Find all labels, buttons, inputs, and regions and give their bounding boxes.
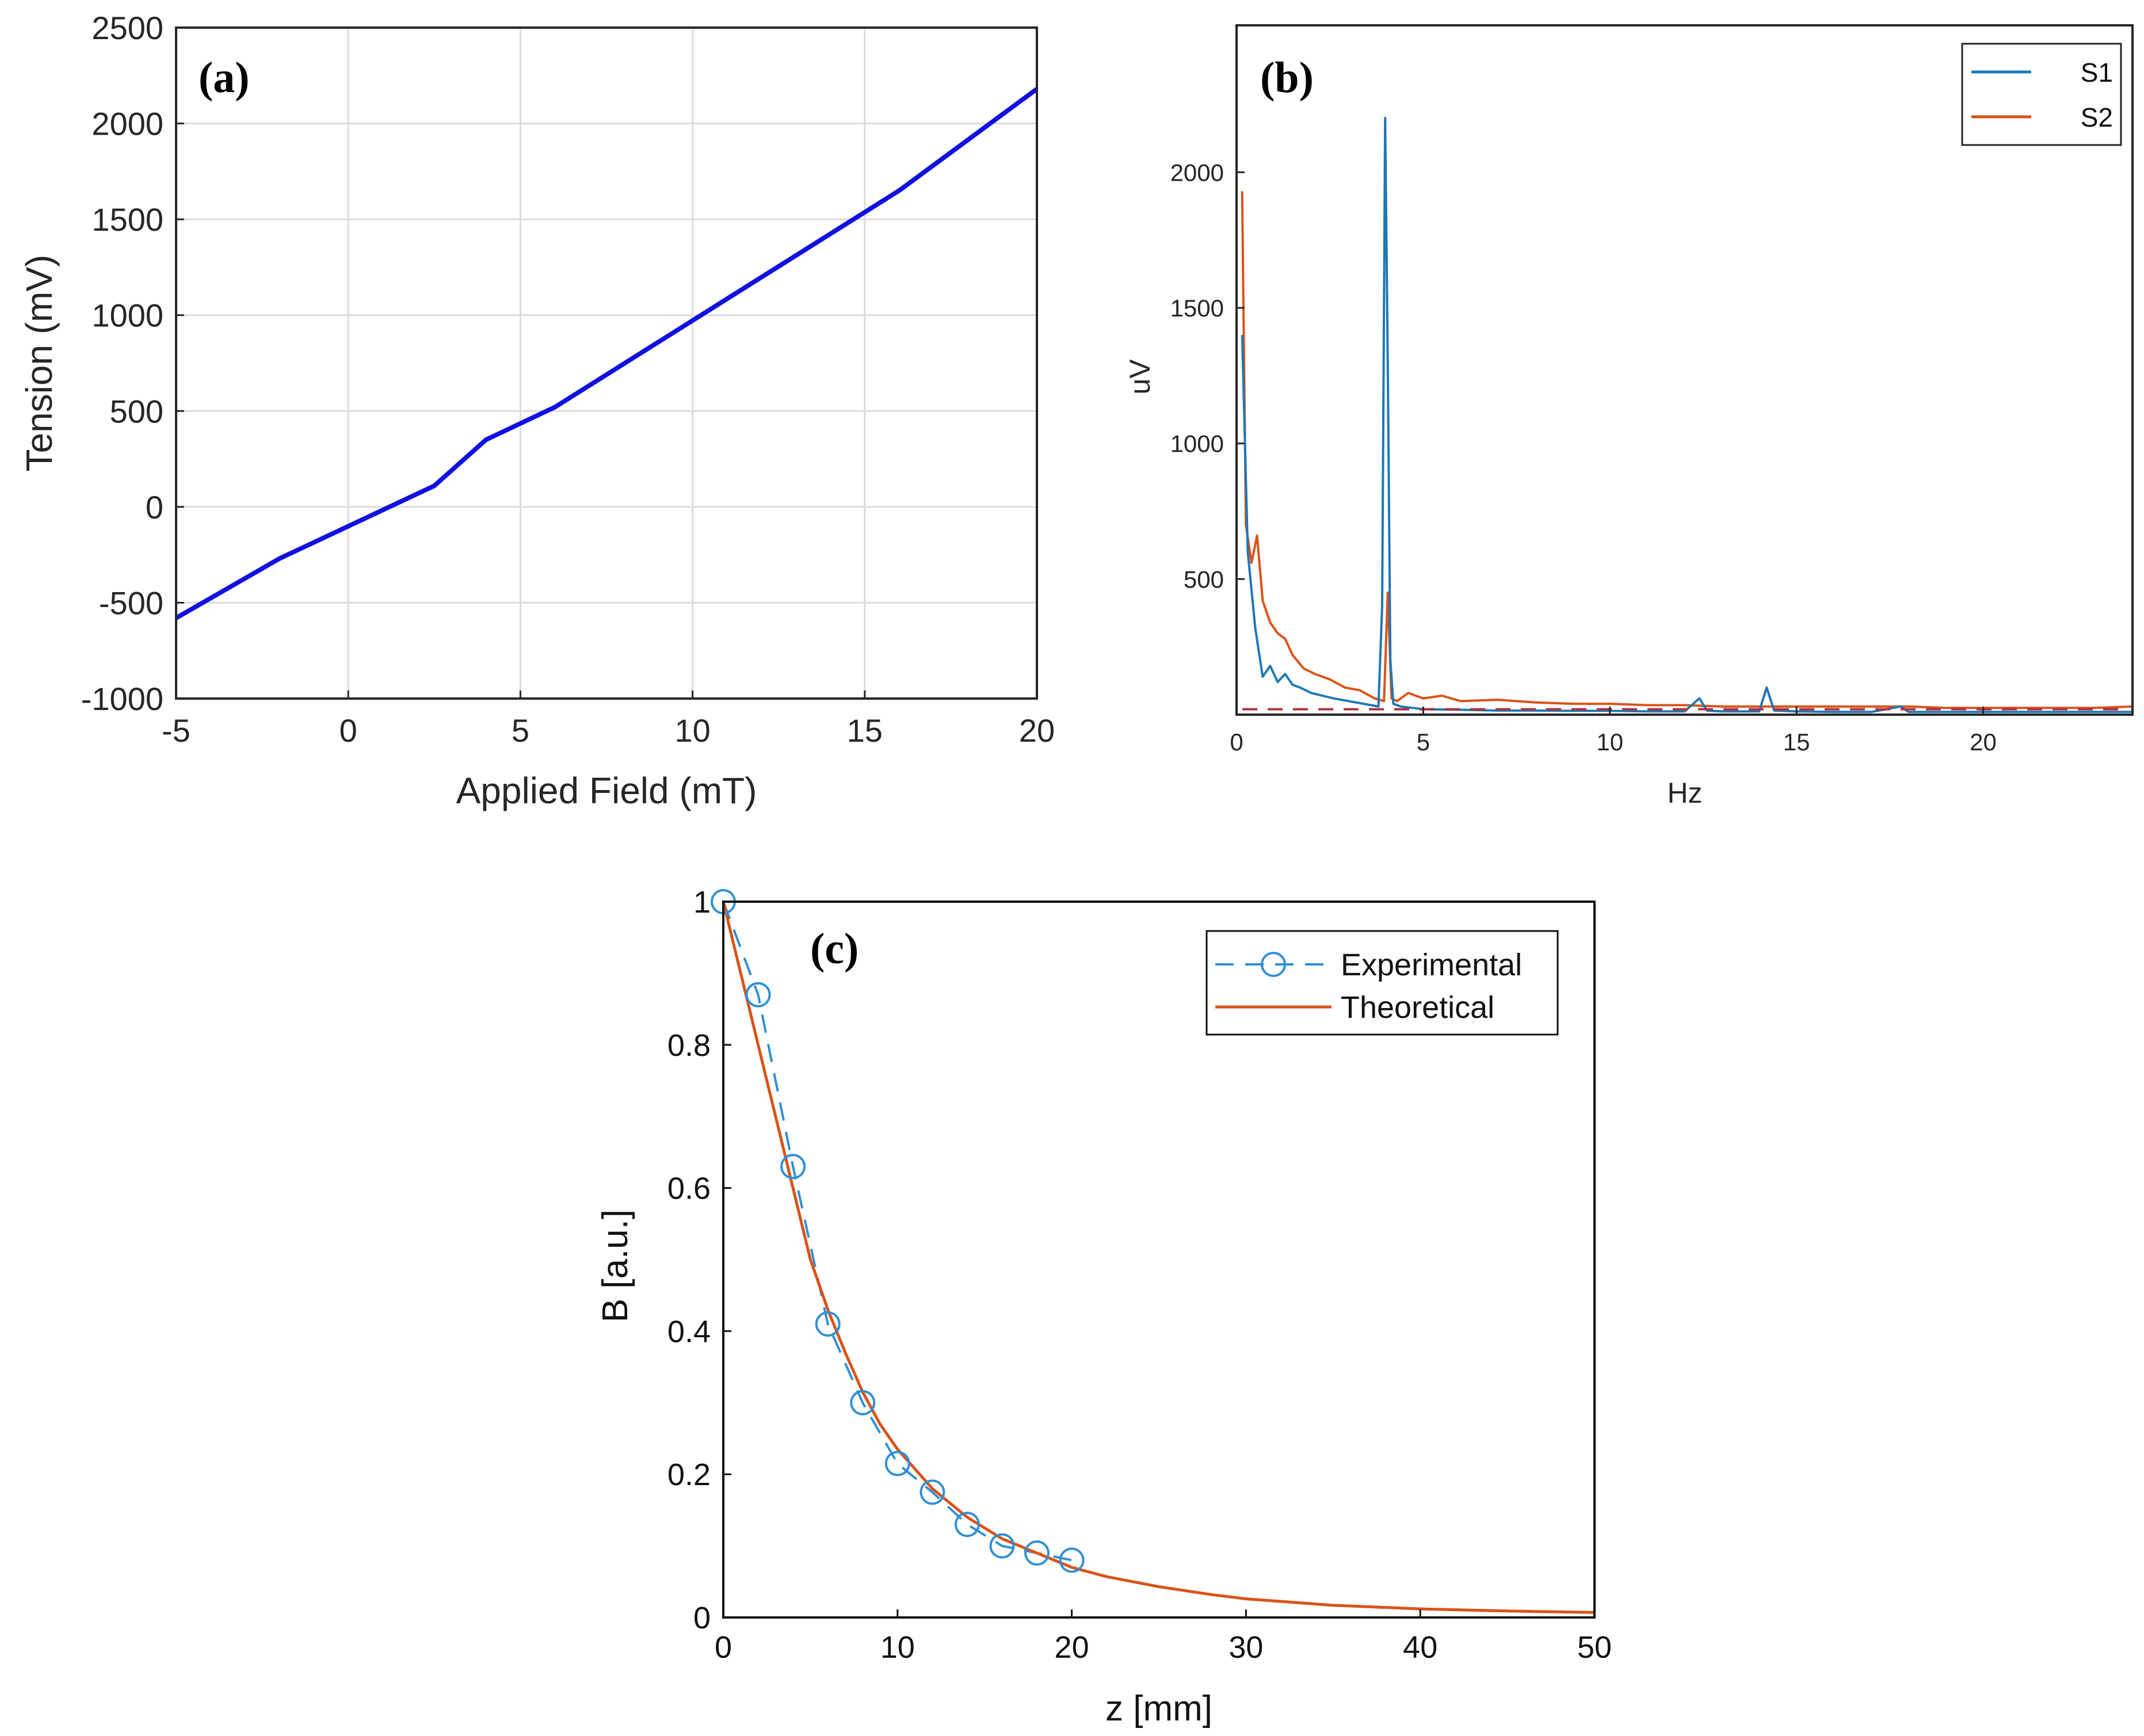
chart-a-panel-label: (a) <box>199 54 250 102</box>
chart-a-y-tick-label: 0 <box>146 489 163 525</box>
chart-a-y-tick-label: 2000 <box>91 106 163 142</box>
chart-b-y-tick-label: 500 <box>1184 566 1224 593</box>
chart-a-y-tick-label: -1000 <box>81 681 163 717</box>
chart-a-y-tick-label: 1500 <box>91 201 163 238</box>
chart-b-legend: S1 S2 <box>1961 43 2122 146</box>
chart-c-x-axis-label: z [mm] <box>1105 1689 1212 1729</box>
chart-b-series-s2-line <box>1241 191 2133 709</box>
chart-b-frame <box>1235 24 2134 716</box>
chart-b-x-tick-label: 10 <box>1596 728 1623 756</box>
chart-a-series-group <box>175 87 1039 620</box>
chart-c-frame <box>722 901 1596 1619</box>
chart-a-x-axis-label: Applied Field (mT) <box>456 770 757 811</box>
chart-a-y-tick-label: 1000 <box>91 297 163 334</box>
chart-c-x-tick-label: 20 <box>1055 1630 1089 1665</box>
chart-a-x-tick-label: 10 <box>674 712 710 749</box>
chart-c-y-tick-label: 1 <box>693 885 711 919</box>
chart-c-experimental-point <box>884 1451 910 1476</box>
chart-c-y-tick-label: 0.6 <box>667 1172 711 1206</box>
chart-c-legend-marker-experimental <box>1261 952 1286 977</box>
chart-c-experimental-point <box>1024 1540 1050 1566</box>
chart-c-legend-label-experimental: Experimental <box>1341 948 1522 982</box>
chart-b: 0 5 10 15 20 500 1000 1500 2000 (b) Hz uV S1 S2 <box>1124 24 2134 809</box>
chart-a-x-tick-label: 5 <box>512 712 529 749</box>
chart-a-series-line <box>175 87 1039 620</box>
chart-c-experimental-point <box>815 1311 841 1337</box>
chart-a-y-tick-label: 2500 <box>91 10 163 46</box>
chart-a-x-tick-label: 20 <box>1019 712 1055 749</box>
chart-b-y-tick-label: 1500 <box>1170 295 1224 322</box>
chart-c-x-tick-label: 50 <box>1577 1630 1612 1665</box>
chart-b-x-tick-label: 20 <box>1970 728 1997 756</box>
chart-c-experimental-point <box>989 1533 1015 1559</box>
chart-b-x-tick-label: 0 <box>1230 728 1243 756</box>
chart-c-y-tick-label: 0 <box>693 1601 711 1635</box>
chart-c-x-tick-label: 30 <box>1229 1630 1263 1665</box>
chart-b-x-tick-label: 15 <box>1783 728 1810 756</box>
chart-b-legend-box <box>1961 43 2122 146</box>
chart-a-frame <box>175 26 1038 700</box>
chart-b-y-axis-label: uV <box>1124 359 1156 395</box>
chart-a-y-tick-label: 500 <box>110 393 163 429</box>
chart-c-x-tick-label: 40 <box>1403 1630 1437 1665</box>
chart-c-y-tick-label: 0.4 <box>667 1314 711 1349</box>
chart-c-series-theoretical-line <box>722 901 1595 1614</box>
chart-c-x-tick-label: 0 <box>715 1630 732 1665</box>
chart-a-ticks: -5 0 5 10 15 20 -1000 -500 0 500 1000 1500 2000 2500 <box>81 10 1055 749</box>
chart-a-x-tick-label: 0 <box>339 712 357 749</box>
chart-b-legend-label-s1: S1 <box>2081 58 2113 87</box>
chart-c-legend-box <box>1205 930 1559 1036</box>
chart-a-y-tick-label: -500 <box>99 585 163 621</box>
chart-c-y-axis-label: B [a.u.] <box>596 1210 635 1322</box>
chart-c-series-experimental-line <box>722 901 1073 1562</box>
chart-b-x-tick-label: 5 <box>1417 728 1430 756</box>
chart-c-x-tick-label: 10 <box>880 1630 915 1665</box>
chart-b-ticks: 0 5 10 15 20 500 1000 1500 2000 <box>1170 159 1997 756</box>
chart-a-x-tick-label: -5 <box>162 712 190 749</box>
chart-c-legend-label-theoretical: Theoretical <box>1341 990 1494 1025</box>
chart-c-experimental-point <box>780 1154 806 1180</box>
chart-c-experimental-point <box>954 1512 980 1537</box>
chart-c-legend: Experimental Theoretical <box>1205 930 1559 1036</box>
chart-c-series-group <box>711 889 1595 1614</box>
chart-b-legend-label-s2: S2 <box>2081 102 2113 132</box>
chart-a-x-tick-label: 15 <box>847 712 883 749</box>
chart-b-panel-label: (b) <box>1260 54 1314 102</box>
chart-a-y-axis-label: Tension (mV) <box>18 255 60 472</box>
chart-c-experimental-point <box>745 982 771 1008</box>
chart-c-experimental-point <box>920 1479 945 1505</box>
chart-c-experimental-point <box>850 1390 876 1415</box>
chart-c-ticks: 0 10 20 30 40 50 0 0.2 0.4 0.6 0.8 1 <box>667 885 1612 1665</box>
chart-c: 0 10 20 30 40 50 0 0.2 0.4 0.6 0.8 1 (c) z [mm] B [… <box>596 885 1612 1729</box>
chart-c-y-tick-label: 0.8 <box>667 1028 711 1063</box>
chart-c-y-tick-label: 0.2 <box>667 1458 711 1492</box>
chart-b-y-tick-label: 1000 <box>1170 430 1224 457</box>
chart-c-panel-label: (c) <box>810 925 859 973</box>
chart-b-x-axis-label: Hz <box>1667 777 1702 809</box>
chart-c-experimental-point <box>1059 1547 1085 1573</box>
chart-b-y-tick-label: 2000 <box>1170 159 1224 186</box>
